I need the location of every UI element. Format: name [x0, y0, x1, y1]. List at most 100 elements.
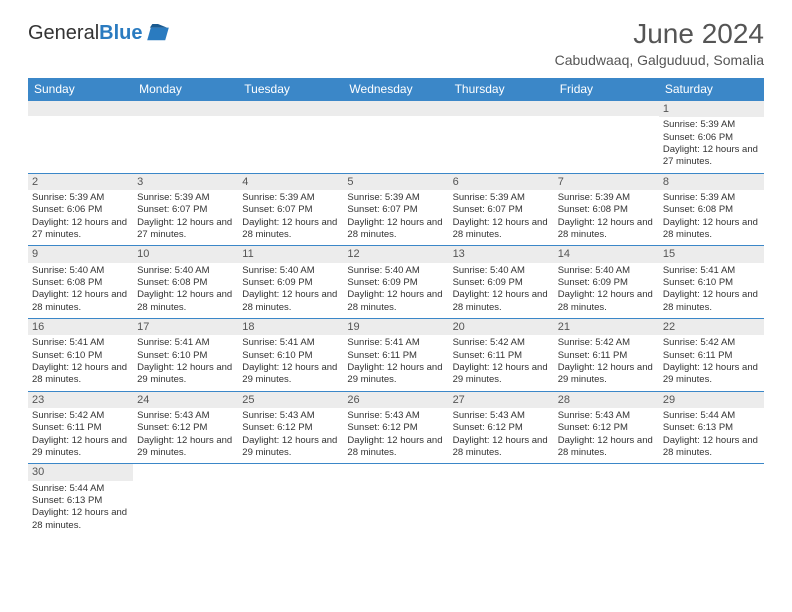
sunset: Sunset: 6:11 PM	[558, 350, 655, 362]
calendar-cell-empty	[343, 101, 448, 174]
sunrise: Sunrise: 5:41 AM	[137, 337, 234, 349]
calendar-cell: 11Sunrise: 5:40 AMSunset: 6:09 PMDayligh…	[238, 246, 343, 319]
calendar-cell-empty	[343, 464, 448, 536]
month-title: June 2024	[555, 18, 764, 50]
logo: GeneralBlue	[28, 22, 169, 45]
daylight: Daylight: 12 hours and 29 minutes.	[32, 435, 129, 460]
sunrise: Sunrise: 5:39 AM	[32, 192, 129, 204]
sunrise: Sunrise: 5:39 AM	[347, 192, 444, 204]
sunset: Sunset: 6:11 PM	[32, 422, 129, 434]
daylight: Daylight: 12 hours and 28 minutes.	[453, 289, 550, 314]
daylight: Daylight: 12 hours and 28 minutes.	[453, 435, 550, 460]
daylight: Daylight: 12 hours and 29 minutes.	[453, 362, 550, 387]
day-header: Sunday	[28, 78, 133, 101]
header: GeneralBlue June 2024 Cabudwaaq, Galgudu…	[28, 18, 764, 72]
day-body: Sunrise: 5:44 AMSunset: 6:13 PMDaylight:…	[28, 481, 133, 536]
calendar-cell: 20Sunrise: 5:42 AMSunset: 6:11 PMDayligh…	[449, 319, 554, 392]
day-body: Sunrise: 5:40 AMSunset: 6:09 PMDaylight:…	[238, 263, 343, 318]
daynum-empty	[554, 101, 659, 116]
sunset: Sunset: 6:10 PM	[32, 350, 129, 362]
sunset: Sunset: 6:12 PM	[558, 422, 655, 434]
calendar-row: 2Sunrise: 5:39 AMSunset: 6:06 PMDaylight…	[28, 173, 764, 246]
sunrise: Sunrise: 5:41 AM	[242, 337, 339, 349]
day-body: Sunrise: 5:39 AMSunset: 6:07 PMDaylight:…	[449, 190, 554, 245]
daylight: Daylight: 12 hours and 28 minutes.	[663, 435, 760, 460]
sunset: Sunset: 6:11 PM	[663, 350, 760, 362]
day-number: 3	[133, 174, 238, 190]
day-body: Sunrise: 5:41 AMSunset: 6:10 PMDaylight:…	[238, 335, 343, 390]
sunset: Sunset: 6:12 PM	[453, 422, 550, 434]
calendar-cell: 29Sunrise: 5:44 AMSunset: 6:13 PMDayligh…	[659, 391, 764, 464]
sunrise: Sunrise: 5:44 AM	[32, 483, 129, 495]
day-body: Sunrise: 5:43 AMSunset: 6:12 PMDaylight:…	[554, 408, 659, 463]
daynum-empty	[343, 101, 448, 116]
sunset: Sunset: 6:10 PM	[242, 350, 339, 362]
daylight: Daylight: 12 hours and 27 minutes.	[663, 144, 760, 169]
sunset: Sunset: 6:13 PM	[32, 495, 129, 507]
calendar-row: 1Sunrise: 5:39 AMSunset: 6:06 PMDaylight…	[28, 101, 764, 174]
sunset: Sunset: 6:13 PM	[663, 422, 760, 434]
day-number: 30	[28, 464, 133, 480]
sunset: Sunset: 6:07 PM	[242, 204, 339, 216]
day-number: 8	[659, 174, 764, 190]
daynum-empty	[28, 101, 133, 116]
location: Cabudwaaq, Galguduud, Somalia	[555, 52, 764, 68]
day-number: 19	[343, 319, 448, 335]
calendar-cell-empty	[659, 464, 764, 536]
day-number: 20	[449, 319, 554, 335]
day-body: Sunrise: 5:43 AMSunset: 6:12 PMDaylight:…	[343, 408, 448, 463]
day-number: 25	[238, 392, 343, 408]
calendar-cell: 5Sunrise: 5:39 AMSunset: 6:07 PMDaylight…	[343, 173, 448, 246]
day-number: 16	[28, 319, 133, 335]
day-number: 23	[28, 392, 133, 408]
sunrise: Sunrise: 5:43 AM	[347, 410, 444, 422]
logo-text: GeneralBlue	[28, 22, 143, 45]
daylight: Daylight: 12 hours and 28 minutes.	[558, 217, 655, 242]
calendar-cell-empty	[238, 464, 343, 536]
day-number: 10	[133, 246, 238, 262]
sunrise: Sunrise: 5:40 AM	[32, 265, 129, 277]
calendar-cell: 4Sunrise: 5:39 AMSunset: 6:07 PMDaylight…	[238, 173, 343, 246]
sunset: Sunset: 6:11 PM	[453, 350, 550, 362]
day-body: Sunrise: 5:43 AMSunset: 6:12 PMDaylight:…	[449, 408, 554, 463]
day-body: Sunrise: 5:42 AMSunset: 6:11 PMDaylight:…	[554, 335, 659, 390]
daylight: Daylight: 12 hours and 28 minutes.	[32, 507, 129, 532]
day-body: Sunrise: 5:40 AMSunset: 6:09 PMDaylight:…	[449, 263, 554, 318]
calendar-cell: 15Sunrise: 5:41 AMSunset: 6:10 PMDayligh…	[659, 246, 764, 319]
calendar-row: 16Sunrise: 5:41 AMSunset: 6:10 PMDayligh…	[28, 319, 764, 392]
calendar-cell-empty	[554, 101, 659, 174]
sunset: Sunset: 6:06 PM	[663, 132, 760, 144]
sunset: Sunset: 6:07 PM	[137, 204, 234, 216]
daylight: Daylight: 12 hours and 28 minutes.	[663, 289, 760, 314]
day-number: 18	[238, 319, 343, 335]
day-number: 21	[554, 319, 659, 335]
day-body: Sunrise: 5:40 AMSunset: 6:09 PMDaylight:…	[554, 263, 659, 318]
title-block: June 2024 Cabudwaaq, Galguduud, Somalia	[555, 18, 764, 72]
calendar-cell: 23 Sunrise: 5:42 AMSunset: 6:11 PMDayligh…	[28, 391, 133, 464]
day-body: Sunrise: 5:44 AMSunset: 6:13 PMDaylight:…	[659, 408, 764, 463]
sunrise: Sunrise: 5:43 AM	[137, 410, 234, 422]
calendar-cell-empty	[133, 464, 238, 536]
sunrise: Sunrise: 5:39 AM	[137, 192, 234, 204]
day-number: 4	[238, 174, 343, 190]
sunrise: Sunrise: 5:40 AM	[242, 265, 339, 277]
daynum-empty	[133, 101, 238, 116]
calendar-cell: 8Sunrise: 5:39 AMSunset: 6:08 PMDaylight…	[659, 173, 764, 246]
calendar-cell: 16Sunrise: 5:41 AMSunset: 6:10 PMDayligh…	[28, 319, 133, 392]
daylight: Daylight: 12 hours and 28 minutes.	[347, 289, 444, 314]
day-header: Saturday	[659, 78, 764, 101]
sunset: Sunset: 6:12 PM	[137, 422, 234, 434]
calendar-cell-empty	[554, 464, 659, 536]
calendar-row: 30Sunrise: 5:44 AMSunset: 6:13 PMDayligh…	[28, 464, 764, 536]
daylight: Daylight: 12 hours and 29 minutes.	[558, 362, 655, 387]
calendar-cell: 18Sunrise: 5:41 AMSunset: 6:10 PMDayligh…	[238, 319, 343, 392]
day-number: 12	[343, 246, 448, 262]
daynum-empty	[449, 101, 554, 116]
day-body: Sunrise: 5:41 AMSunset: 6:10 PMDaylight:…	[28, 335, 133, 390]
daylight: Daylight: 12 hours and 28 minutes.	[663, 217, 760, 242]
day-body: Sunrise: 5:39 AMSunset: 6:07 PMDaylight:…	[343, 190, 448, 245]
day-body: Sunrise: 5:39 AMSunset: 6:08 PMDaylight:…	[659, 190, 764, 245]
day-header: Tuesday	[238, 78, 343, 101]
day-number: 9	[28, 246, 133, 262]
sunrise: Sunrise: 5:42 AM	[32, 410, 129, 422]
